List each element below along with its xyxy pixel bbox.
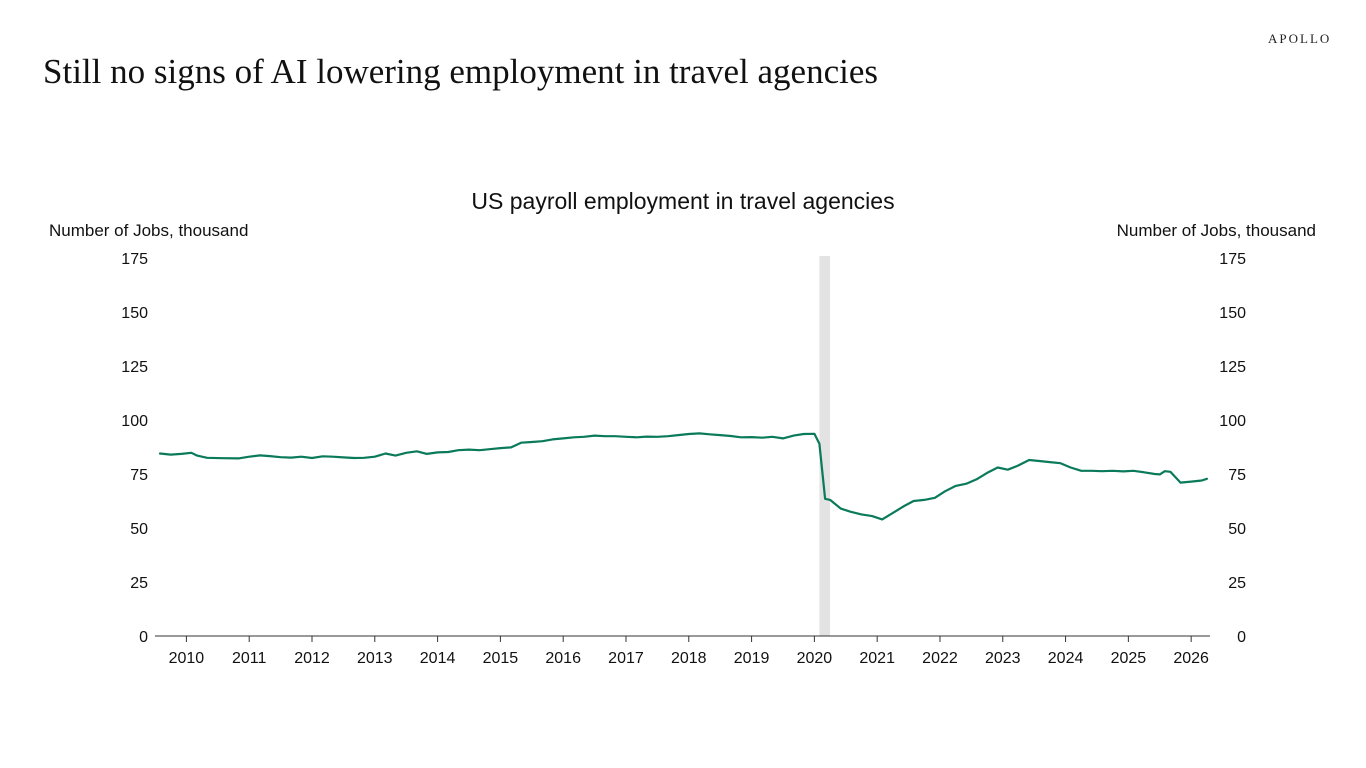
x-tick-label: 2010 xyxy=(169,650,205,667)
y-tick-label-right: 150 xyxy=(1219,305,1246,322)
x-tick-label: 2025 xyxy=(1111,650,1147,667)
series-line-layer xyxy=(158,432,1209,521)
y-tick-label-left: 50 xyxy=(130,521,148,538)
y-tick-label-right: 50 xyxy=(1228,521,1246,538)
x-tick-label: 2026 xyxy=(1173,650,1209,667)
y-tick-label-left: 0 xyxy=(139,629,148,646)
y-tick-label-left: 175 xyxy=(121,251,148,268)
x-tick-label: 2024 xyxy=(1048,650,1084,667)
y-tick-label-left: 75 xyxy=(130,467,148,484)
x-tick-label: 2022 xyxy=(922,650,958,667)
employment-series-line xyxy=(158,432,1209,521)
y-tick-label-right: 25 xyxy=(1228,575,1246,592)
y-tick-label-left: 25 xyxy=(130,575,148,592)
x-tick-label: 2012 xyxy=(294,650,330,667)
x-tick-label: 2020 xyxy=(797,650,833,667)
y-tick-label-left: 125 xyxy=(121,359,148,376)
y-tick-label-left: 100 xyxy=(121,413,148,430)
y-tick-label-right: 0 xyxy=(1237,629,1246,646)
x-tick-label: 2013 xyxy=(357,650,393,667)
x-tick-label: 2021 xyxy=(859,650,895,667)
left-axis-title: Number of Jobs, thousand xyxy=(49,221,249,240)
y-tick-label-right: 125 xyxy=(1219,359,1246,376)
y-tick-label-right: 175 xyxy=(1219,251,1246,268)
x-tick-label: 2017 xyxy=(608,650,644,667)
x-tick-label: 2016 xyxy=(545,650,581,667)
y-tick-label-left: 150 xyxy=(121,305,148,322)
x-tick-label: 2014 xyxy=(420,650,456,667)
y-tick-label-right: 75 xyxy=(1228,467,1246,484)
y-tick-label-right: 100 xyxy=(1219,413,1246,430)
x-tick-labels: 2010 2011 2012 2013 2014 2015 2016 2017 2018 2019… xyxy=(169,650,1209,667)
brand-logo: APOLLO xyxy=(1268,31,1332,46)
x-tick-label: 2023 xyxy=(985,650,1021,667)
right-axis-title: Number of Jobs, thousand xyxy=(1116,221,1316,240)
x-axis xyxy=(155,635,1210,642)
recession-band-layer xyxy=(819,256,831,636)
y-tick-labels: 0 0 25 25 50 50 75 75 100 100 125 125 150 150 175 175 xyxy=(121,251,1246,646)
x-tick-label: 2019 xyxy=(734,650,770,667)
x-tick-label: 2011 xyxy=(232,650,267,667)
recession-band xyxy=(819,256,831,636)
x-tick-label: 2018 xyxy=(671,650,707,667)
x-tick-label: 2015 xyxy=(483,650,519,667)
chart-title: US payroll employment in travel agencies xyxy=(471,188,895,214)
page-title: Still no signs of AI lowering employment… xyxy=(43,52,878,91)
